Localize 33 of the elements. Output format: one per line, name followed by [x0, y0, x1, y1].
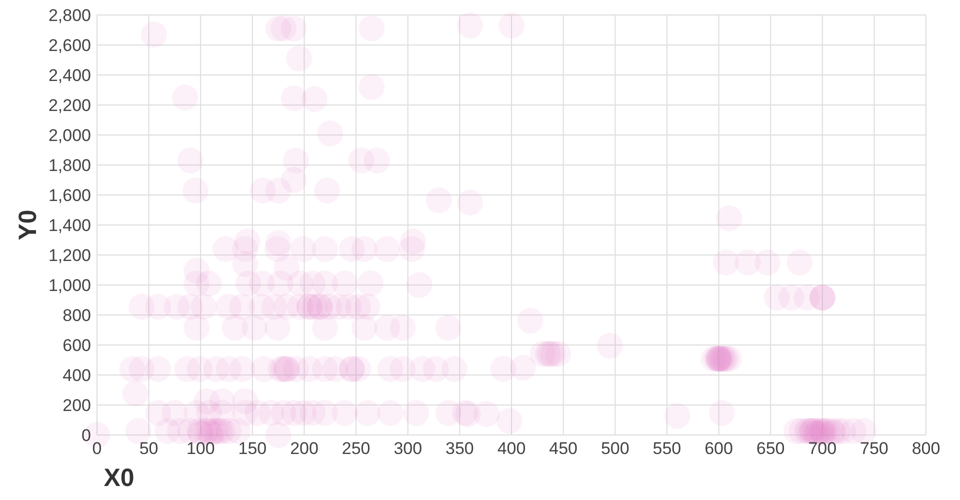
x-tick-label: 50 — [139, 439, 158, 458]
y-tick-label: 1,400 — [48, 216, 91, 235]
y-tick-label: 2,800 — [48, 6, 91, 25]
y-tick-label: 2,400 — [48, 66, 91, 85]
y-tick-label: 1,800 — [48, 156, 91, 175]
x-tick-label: 650 — [756, 439, 785, 458]
y-axis-title: Y0 — [14, 210, 42, 240]
y-tick-label: 0 — [82, 426, 91, 445]
y-tick-label: 2,000 — [48, 126, 91, 145]
x-tick-label: 550 — [652, 439, 682, 458]
y-tick-label: 600 — [62, 336, 91, 355]
x-tick-label: 200 — [290, 439, 318, 458]
x-tick-label: 700 — [808, 439, 837, 458]
x-tick-label: 400 — [497, 439, 526, 458]
y-tick-label: 1,200 — [48, 246, 91, 265]
y-tick-label: 800 — [62, 306, 91, 325]
y-tick-label: 2,600 — [48, 36, 91, 55]
x-tick-label: 100 — [186, 439, 215, 458]
x-tick-label: 750 — [860, 439, 888, 458]
x-tick-label: 450 — [549, 439, 578, 458]
y-tick-label: 200 — [62, 396, 91, 415]
y-tick-label: 1,600 — [48, 186, 91, 205]
y-tick-label: 1,000 — [48, 276, 91, 295]
x-axis-title: X0 — [104, 464, 134, 492]
x-tick-label: 500 — [600, 439, 630, 458]
y-tick-label: 400 — [62, 366, 91, 385]
x-tick-label: 350 — [446, 439, 474, 458]
y-tick-label: 2,200 — [48, 96, 91, 115]
x-tick-label: 300 — [394, 439, 422, 458]
x-tick-label: 600 — [704, 439, 733, 458]
x-tick-label: 150 — [238, 439, 267, 458]
x-tick-label: 800 — [912, 439, 940, 458]
x-tick-label: 250 — [342, 439, 370, 458]
